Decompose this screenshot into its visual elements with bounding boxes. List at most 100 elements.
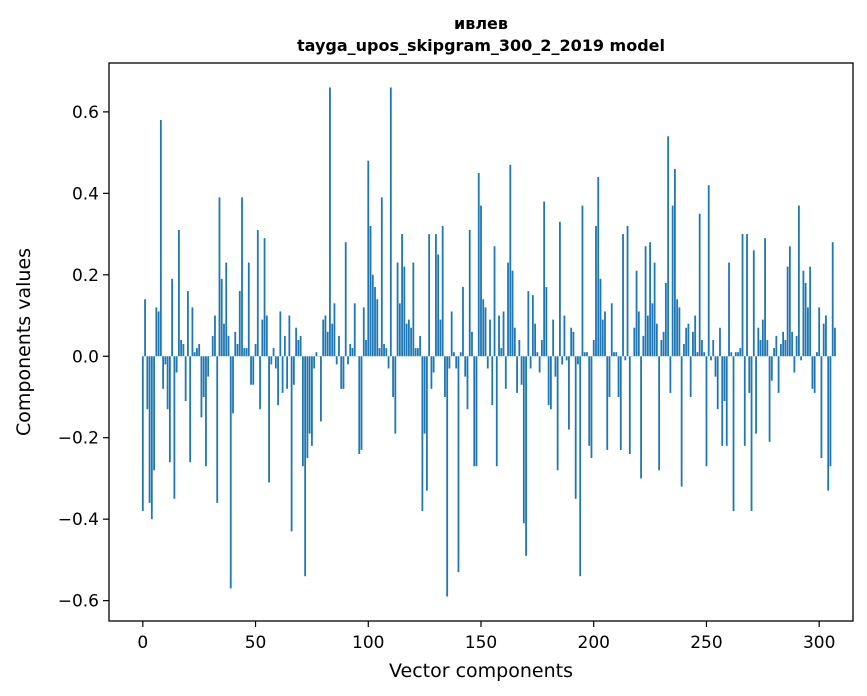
bar-118	[407, 319, 410, 357]
y-axis-label: Components values	[13, 248, 35, 436]
chart-title-line2: tayga_upos_skipgram_300_2_2019 model	[297, 36, 665, 55]
bar-39	[229, 356, 232, 589]
bar-68	[295, 327, 298, 357]
bar-141	[459, 352, 462, 357]
bar-43	[238, 291, 241, 357]
bar-33	[216, 356, 219, 503]
bar-2	[146, 356, 149, 410]
y-axis-ticks: −0.6 −0.4 −0.2 0.0 0.2 0.4 0.6	[58, 103, 109, 612]
bar-106	[380, 197, 383, 357]
bar-10	[164, 356, 167, 365]
bar-236	[673, 168, 676, 357]
bar-250	[705, 356, 708, 467]
bar-57	[270, 356, 273, 365]
bar-144	[466, 356, 469, 410]
bar-87	[338, 335, 340, 357]
bar-23	[193, 352, 196, 357]
bar-52	[259, 356, 261, 410]
bar-209	[613, 352, 615, 357]
bar-151	[482, 299, 485, 357]
bar-304	[827, 356, 830, 491]
bar-58	[272, 348, 275, 357]
bar-279	[770, 356, 773, 381]
bar-55	[265, 315, 268, 357]
bar-135	[446, 356, 449, 597]
bar-238	[678, 307, 681, 357]
bar-242	[687, 323, 690, 357]
bar-260	[728, 262, 730, 357]
bar-128	[430, 356, 433, 389]
bar-31	[211, 335, 214, 357]
bar-101	[369, 225, 372, 357]
bar-176	[538, 356, 541, 373]
bar-32	[214, 315, 216, 357]
bar-96	[358, 356, 361, 455]
bar-38	[227, 335, 230, 357]
bar-206	[606, 356, 609, 450]
bar-82	[326, 331, 329, 357]
bar-94	[353, 303, 356, 357]
bar-86	[335, 356, 338, 365]
bar-4	[150, 356, 153, 520]
bar-145	[468, 229, 471, 357]
bar-170	[525, 356, 527, 556]
bar-294	[804, 282, 807, 357]
plot-frame	[108, 62, 854, 622]
bar-53	[261, 319, 264, 357]
bar-25	[198, 344, 201, 357]
bar-296	[809, 266, 812, 357]
y-tick-label: −0.4	[58, 510, 99, 530]
bar-148	[475, 356, 478, 467]
bar-211	[617, 356, 620, 397]
bar-49	[252, 356, 255, 385]
bar-271	[752, 250, 755, 357]
bar-72	[304, 356, 307, 577]
bar-129	[432, 356, 435, 373]
bar-221	[640, 356, 642, 479]
bar-46	[245, 348, 248, 357]
bar-27	[202, 356, 205, 397]
bar-268	[746, 234, 748, 357]
bar-20	[187, 291, 189, 357]
bar-232	[664, 282, 667, 357]
bar-305	[829, 356, 832, 467]
bar-216	[628, 356, 631, 455]
bar-71	[301, 356, 304, 467]
bar-102	[371, 274, 374, 357]
bar-286	[786, 266, 789, 357]
bar-40	[232, 356, 234, 414]
bar-149	[477, 172, 480, 357]
bar-116	[403, 266, 406, 357]
bar-6	[155, 307, 158, 357]
bar-191	[572, 331, 575, 357]
bar-48	[250, 356, 252, 385]
bar-197	[586, 352, 588, 357]
bar-62	[281, 356, 284, 393]
bar-126	[425, 356, 428, 491]
bar-36	[223, 323, 225, 357]
bar-146	[471, 331, 473, 357]
bar-60	[277, 356, 279, 406]
bar-173	[531, 295, 534, 357]
bar-99	[365, 339, 367, 357]
bar-139	[455, 356, 458, 369]
bar-162	[507, 262, 509, 357]
bar-274	[759, 339, 762, 357]
bar-230	[660, 339, 663, 357]
bar-215	[626, 225, 629, 357]
bar-76	[313, 356, 316, 369]
bar-21	[189, 356, 192, 463]
bar-247	[698, 213, 701, 357]
bar-42	[236, 344, 239, 357]
bar-35	[220, 278, 223, 357]
bar-50	[254, 344, 257, 357]
bar-111	[392, 356, 394, 397]
bar-248	[701, 339, 703, 357]
y-tick-label: 0.0	[72, 347, 99, 367]
bar-66	[290, 356, 293, 532]
bar-74	[308, 356, 311, 434]
bar-252	[710, 356, 712, 361]
bar-65	[288, 315, 291, 357]
bar-224	[646, 315, 649, 357]
